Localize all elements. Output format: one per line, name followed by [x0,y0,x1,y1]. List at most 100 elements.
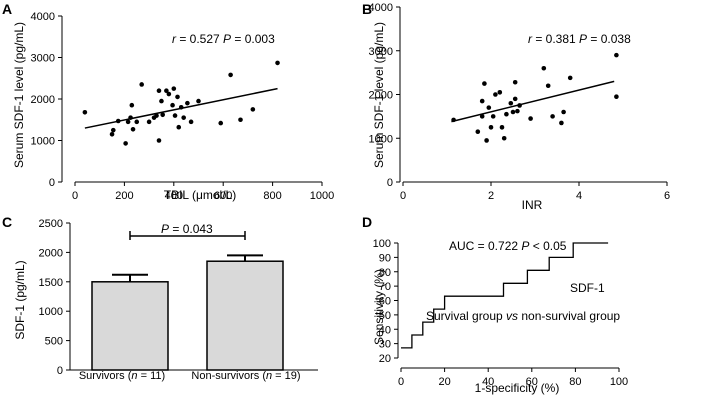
panel-b-point [512,96,518,102]
panel-b-r-label: r [528,32,533,46]
panel-a-point [275,60,280,66]
panel-a-point [170,102,175,108]
panel-a-point [166,91,172,97]
panel-a-point [188,119,194,125]
panel-c-cat0-prefix: Survivors ( [79,370,132,382]
panel-b-point [482,81,487,86]
panel-b-x-tick-label: 0 [400,190,406,202]
panel-c-y-tick-label: 1500 [39,277,63,289]
panel-a-point [146,119,152,125]
panel-b-point [559,120,564,126]
panel-a-point [175,94,180,100]
panel-c-cat1-n: n [266,370,272,382]
panel-a-p-label: P [223,32,231,46]
panel-c-cat0-n: n [131,370,137,382]
panel-c-annotation: P = 0.043 [161,222,213,236]
panel-a-point [159,98,164,104]
panel-a-ylabel: Serum SDF-1 level (pg/mL) [12,22,26,168]
panel-d-group-label: Survival group vs non-survival group [426,309,620,323]
panel-a-point [185,100,190,106]
panel-d-p-text: < 0.05 [529,239,566,253]
panel-a-x-tick-label: 1000 [310,190,334,202]
panel-d-y-tick-label: 20 [379,353,391,365]
panel-a-point [154,113,159,118]
panel-a-y-tick-label: 2000 [31,94,55,106]
panel-a-point [228,72,233,78]
panel-a-point [110,127,116,133]
panel-a-point [139,82,144,87]
panel-a-y-tick-label: 3000 [31,53,55,65]
panel-b-annotation: r = 0.381 P = 0.038 [528,32,631,46]
panel-b-point [504,111,509,117]
panel-a-point [218,120,224,126]
panel-d-x-tick-label: 0 [398,376,404,388]
panel-b-point [479,98,485,104]
panel-d-y-tick-label: 40 [379,324,391,336]
panel-d-roc-line [401,242,609,349]
panel-a-point [160,112,165,118]
panel-c-cat1-suffix: = 19) [272,370,300,382]
panel-c-letter: C [2,214,12,230]
panel-c-cat1-prefix: Non-survivors ( [191,370,266,382]
panel-c-y-tick-label: 500 [45,336,63,348]
panel-a-point [129,102,135,108]
panel-b-y-tick-label: 3000 [369,46,393,58]
panel-d-y-tick-label: 70 [379,281,391,293]
panel-c-category-survivors: Survivors (n = 11) [79,370,165,382]
panel-d-x-tick-label: 40 [482,376,494,388]
panel-a-point [176,124,182,130]
panel-c-bar [91,281,169,371]
panel-a-point [109,131,115,137]
panel-c-p-text: = 0.043 [169,222,213,236]
panel-a-point [171,86,177,91]
panel-c-y-tick-label: 2500 [39,218,63,230]
panel-b-point [488,125,494,130]
panel-d-y-tick-label: 30 [379,339,391,351]
panel-d-p-label: P [521,239,529,253]
panel-b-point [541,65,547,71]
panel-a-point [156,88,162,93]
panel-a-x-tick-label: 600 [214,190,232,202]
panel-b-point [545,83,551,89]
panel-b-point [486,105,492,110]
panel-a-p-text: = 0.003 [231,32,275,46]
panel-a-y-tick-label: 4000 [31,11,55,23]
panel-b-p-text: = 0.038 [587,32,631,46]
panel-d-annotation: AUC = 0.722 P < 0.05 [449,239,567,253]
panel-d-y-tick-label: 80 [379,267,391,279]
panel-a-x-tick-label: 800 [263,190,281,202]
panel-d-series-label: SDF-1 [570,281,605,295]
panel-d-y-tick-label: 60 [379,296,391,308]
panel-d-x-tick-label: 80 [569,376,581,388]
panel-d-y-tick-label: 100 [373,238,391,250]
panel-b-point [484,138,489,143]
panel-b-point [550,114,555,119]
panel-d-ylabel: Sensitivity (%) [372,269,386,345]
panel-a-point [125,119,131,125]
panel-b-x-tick-label: 2 [488,190,494,202]
panel-b-point [515,108,520,114]
panel-b-y-tick-label: 1000 [369,133,393,145]
panel-a-r-text: = 0.527 [176,32,223,46]
panel-a: A Serum SDF-1 level (pg/mL) TBIL (μmol/L… [2,1,334,202]
panel-d-x-tick-label: 20 [438,376,450,388]
panel-c-y-tick-label: 1000 [39,306,63,318]
panel-a-r-label: r [172,32,177,46]
panel-a-point [164,88,169,93]
panel-d-y-tick-label: 50 [379,310,391,322]
panel-b-point [508,100,514,106]
panel-c-plot: 0 500 1000 1500 2000 2500 [39,218,318,377]
panel-b-p-label: P [579,32,587,46]
panel-c-y-tick-label: 2000 [39,247,63,259]
panel-a-point [156,138,162,143]
panel-d-group-2: non-survival group [518,309,620,323]
panel-a-point [196,98,201,104]
panel-c: C SDF-1 (pg/mL) P = 0.043 Survivors (n =… [2,214,318,382]
panel-b-point [561,109,566,115]
panel-a-y-tick-label: 0 [49,177,55,189]
panel-b-point [528,116,533,121]
panel-b-point [512,79,518,85]
panel-a-plot: 0 1000 2000 3000 4000 0 200 400 600 800 1000 [31,11,335,202]
panel-a-point [172,113,178,118]
